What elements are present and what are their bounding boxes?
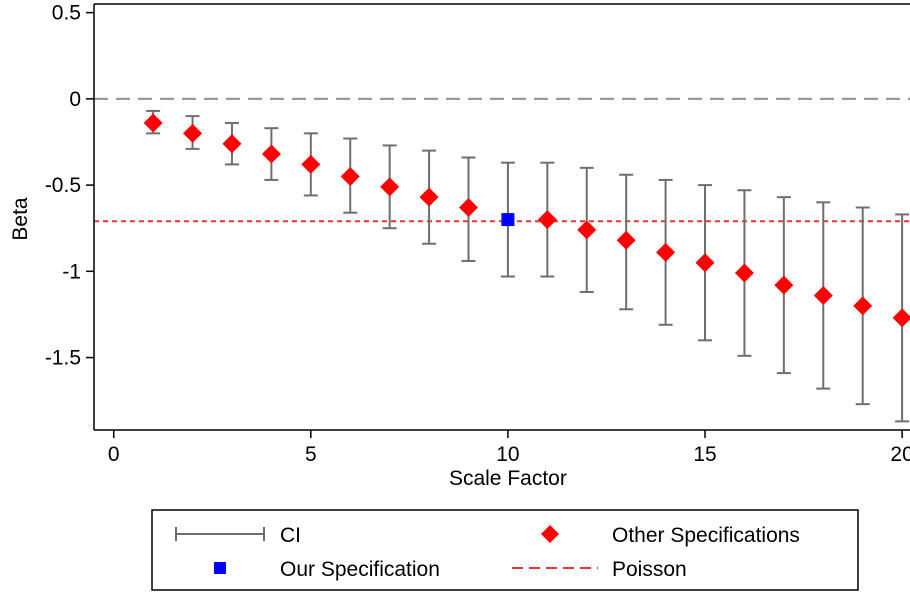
legend-square-key (214, 562, 226, 574)
legend-label: Other Specifications (612, 524, 800, 547)
y-tick-label: 0 (69, 88, 81, 111)
other-specification-point (301, 154, 321, 174)
legend-label: CI (280, 524, 301, 547)
x-tick-label: 20 (890, 443, 910, 466)
y-tick-label: -1 (62, 260, 81, 283)
y-tick-label: -0.5 (45, 174, 81, 197)
other-specification-point (892, 308, 910, 328)
y-axis-title: Beta (9, 197, 32, 241)
marker-layer (143, 113, 910, 328)
legend-box (151, 509, 859, 591)
our-specification-point (501, 213, 515, 227)
other-specification-point (656, 242, 676, 262)
other-specification-point (537, 210, 557, 230)
other-specification-point (577, 220, 597, 240)
other-specification-point (183, 123, 203, 143)
legend-diamond-key (541, 525, 559, 543)
other-specification-point (695, 253, 715, 273)
legend-item: Our Specification (214, 558, 440, 581)
x-tick-label: 15 (693, 443, 716, 466)
other-specification-point (813, 285, 833, 305)
legend-item: Other Specifications (541, 524, 800, 547)
legend-label: Poisson (612, 558, 687, 581)
x-tick-label: 10 (496, 443, 519, 466)
other-specification-point (734, 263, 754, 283)
other-specification-point (458, 198, 478, 218)
legend-item: CI (175, 524, 301, 547)
y-tick-label: 0.5 (52, 2, 81, 25)
other-specification-point (143, 113, 163, 133)
other-specification-point (774, 275, 794, 295)
legend-item: Poisson (512, 558, 687, 581)
other-specification-point (340, 166, 360, 186)
legend: CI Other Specifications Our Specification P… (151, 509, 859, 591)
other-specification-point (419, 187, 439, 207)
other-specification-point (380, 177, 400, 197)
x-tick-label: 0 (108, 443, 120, 466)
other-specification-point (616, 230, 636, 250)
other-specification-point (261, 144, 281, 164)
other-specification-point (222, 134, 242, 154)
legend-label: Our Specification (280, 558, 440, 581)
y-tick-label: -1.5 (45, 347, 81, 370)
axes-layer: 0.5 0 -0.5 -1 -1.5 0 5 10 15 20 (45, 2, 910, 466)
other-specification-point (853, 296, 873, 316)
x-tick-label: 5 (305, 443, 317, 466)
x-axis-title: Scale Factor (449, 467, 567, 490)
